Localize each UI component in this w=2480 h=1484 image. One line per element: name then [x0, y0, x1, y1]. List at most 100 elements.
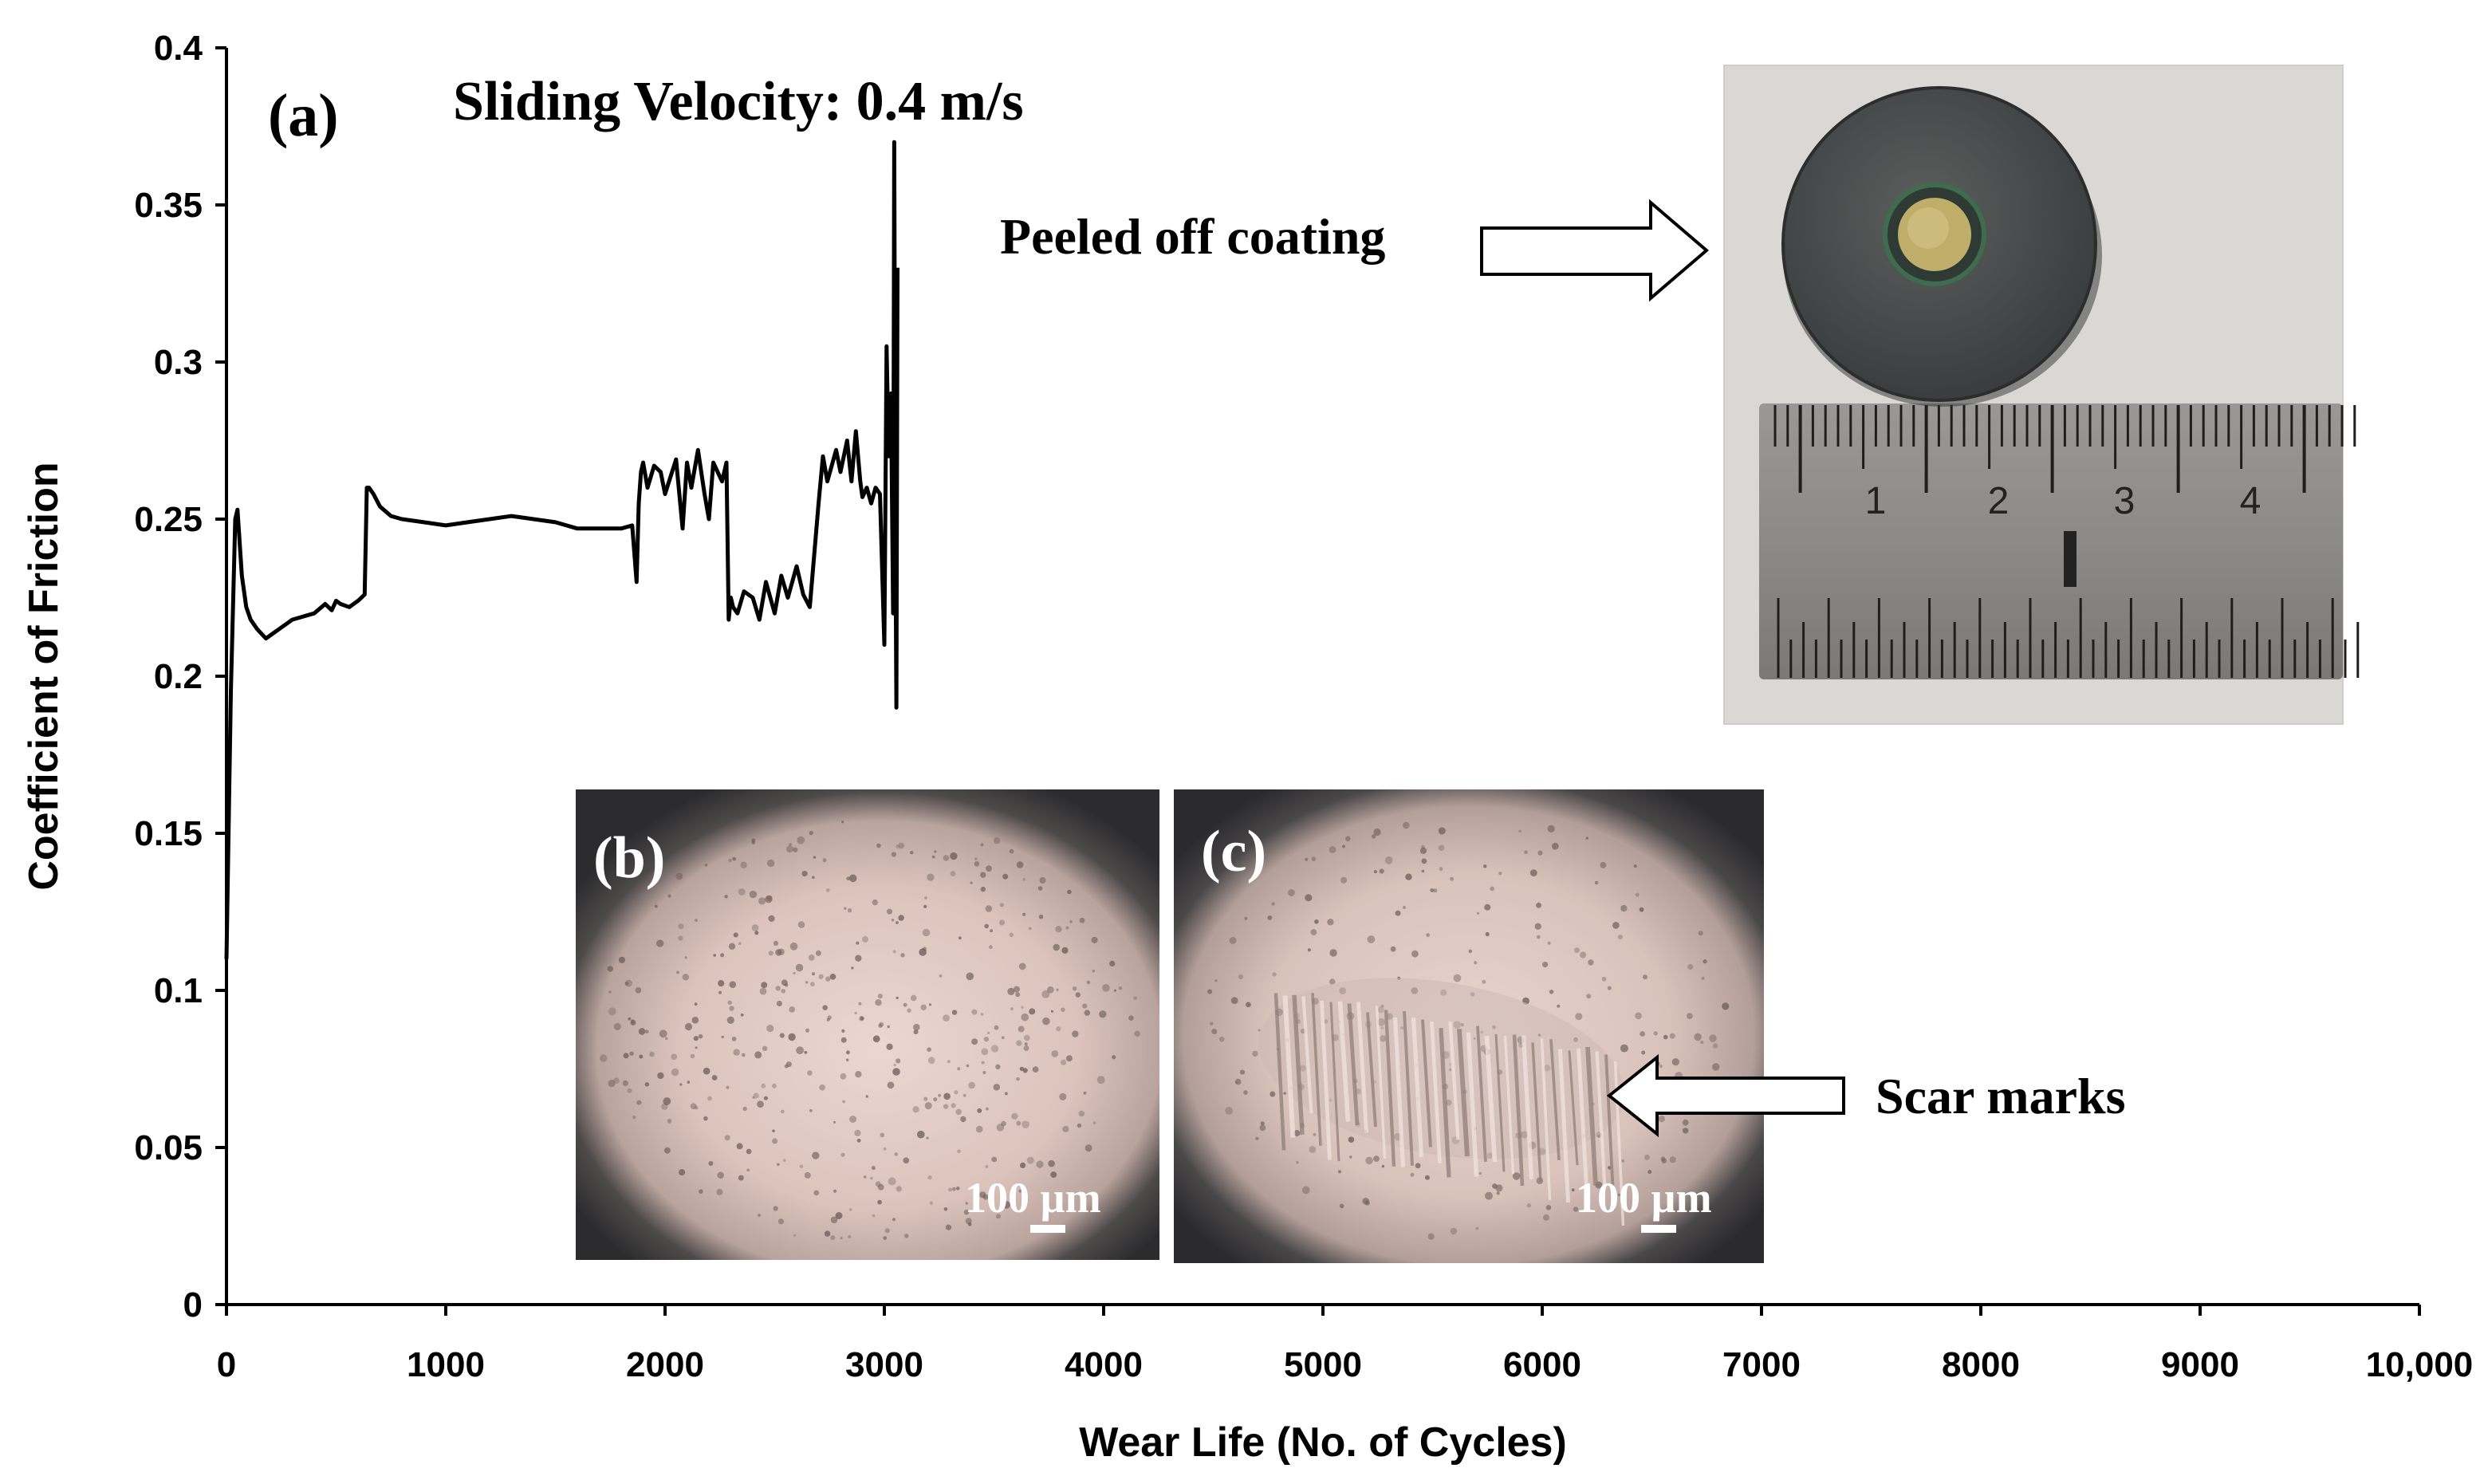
micrograph-speck: [1485, 931, 1490, 937]
micrograph-speck: [694, 1002, 698, 1006]
micrograph-speck: [846, 876, 850, 880]
scar-groove: [1421, 1019, 1432, 1147]
micrograph-speck: [749, 890, 758, 899]
micrograph-speck: [1055, 926, 1062, 933]
micrograph-speck: [754, 931, 759, 935]
micrograph-speck: [966, 1064, 970, 1068]
y-tick-label: 0: [183, 1285, 203, 1325]
micrograph-speck: [1083, 1091, 1087, 1095]
micrograph-speck: [892, 1068, 900, 1076]
micrograph-speck: [879, 1021, 884, 1027]
micrograph-speck: [1557, 1004, 1561, 1008]
micrograph-speck: [1010, 1007, 1014, 1010]
micrograph-speck: [875, 999, 882, 1006]
micrograph-speck: [1047, 986, 1054, 994]
micrograph-speck: [957, 1149, 961, 1154]
micrograph-speck: [1586, 994, 1592, 999]
micrograph-speck: [896, 996, 899, 999]
scar-groove: [1476, 1025, 1487, 1162]
micrograph-speck: [1635, 892, 1640, 897]
micrograph-speck: [858, 1002, 862, 1006]
micrograph-speck: [718, 980, 725, 987]
micrograph-speck: [694, 1105, 699, 1110]
micrograph-speck: [1024, 1042, 1028, 1046]
micrograph-speck: [676, 970, 679, 974]
scar-groove: [1448, 1021, 1460, 1140]
micrograph-speck: [951, 1010, 958, 1015]
micrograph-speck: [622, 1080, 629, 1086]
micrograph-speck: [927, 1047, 931, 1052]
micrograph-speck: [900, 953, 905, 958]
scar-groove: [1457, 1029, 1470, 1157]
micrograph-speck: [1639, 907, 1644, 912]
micrograph-speck: [891, 919, 895, 922]
micrograph-speck: [1482, 979, 1486, 984]
micrograph-speck: [1585, 836, 1588, 840]
micrograph-speck: [738, 942, 742, 945]
micrograph-speck: [659, 1029, 667, 1038]
micrograph-speck: [822, 858, 827, 863]
micrograph-speck: [865, 1095, 869, 1098]
micrograph-speck: [998, 919, 1006, 926]
y-axis-title: Coefficient of Friction: [21, 462, 67, 890]
micrograph-speck: [758, 897, 766, 905]
micrograph-speck: [675, 872, 683, 880]
micrograph-speck: [766, 859, 775, 868]
micrograph-speck: [1607, 986, 1612, 990]
micrograph-speck: [1016, 1077, 1020, 1081]
micrograph-speck: [613, 1077, 620, 1084]
micrograph-speck: [886, 1043, 893, 1050]
micrograph-speck: [1056, 988, 1059, 991]
scar-groove: [1356, 1002, 1368, 1133]
micrograph-speck: [877, 1183, 884, 1191]
scar-groove: [1604, 1054, 1616, 1210]
micrograph-speck: [1542, 962, 1549, 968]
micrograph-speck: [957, 1067, 961, 1071]
micrograph-speck: [955, 1108, 962, 1116]
micrograph-speck: [1547, 825, 1555, 833]
micrograph-speck: [1658, 1116, 1665, 1123]
micrograph-speck: [1365, 1156, 1373, 1165]
cof-series-line: [224, 140, 899, 959]
micrograph-b-inset: (b) 100 µm: [576, 789, 1159, 1260]
micrograph-speck: [1114, 989, 1116, 992]
micrograph-speck: [1018, 962, 1026, 970]
micrograph-speck: [713, 954, 716, 957]
micrograph-speck: [813, 856, 817, 859]
micrograph-speck: [1021, 1006, 1024, 1009]
scar-groove: [1311, 993, 1322, 1146]
micrograph-speck: [724, 1135, 730, 1141]
micrograph-speck: [733, 932, 738, 938]
micrograph-speck: [1056, 1026, 1061, 1032]
micrograph-speck: [995, 1214, 1001, 1219]
micrograph-speck: [1214, 979, 1218, 982]
micrograph-speck: [698, 1033, 703, 1039]
micrograph-speck: [772, 1138, 778, 1144]
micrograph-speck: [950, 871, 956, 876]
micrograph-speck: [1021, 1013, 1029, 1021]
micrograph-speck: [888, 1177, 896, 1186]
micrograph-speck: [667, 1119, 672, 1124]
micrograph-speck: [690, 1103, 697, 1110]
micrograph-speck: [1700, 1040, 1704, 1045]
micrograph-speck: [896, 921, 899, 924]
micrograph-speck: [1633, 864, 1637, 868]
micrograph-speck: [775, 986, 781, 991]
micrograph-speck: [1022, 912, 1026, 916]
micrograph-speck: [628, 1017, 632, 1021]
micrograph-speck: [1518, 829, 1521, 833]
micrograph-speck: [1244, 916, 1248, 920]
micrograph-speck: [639, 1054, 644, 1059]
micrograph-speck: [1362, 1198, 1369, 1205]
micrograph-speck: [733, 1049, 740, 1056]
micrograph-speck: [990, 929, 993, 933]
micrograph-speck: [638, 1028, 646, 1035]
micrograph-speck: [1683, 1128, 1689, 1134]
micrograph-speck: [1671, 1058, 1679, 1066]
micrograph-speck: [736, 1143, 743, 1150]
micrograph-speck: [1009, 848, 1014, 854]
micrograph-speck: [1601, 976, 1607, 982]
micrograph-speck: [986, 1031, 990, 1034]
micrograph-speck: [766, 1025, 774, 1033]
micrograph-speck: [884, 1228, 890, 1234]
